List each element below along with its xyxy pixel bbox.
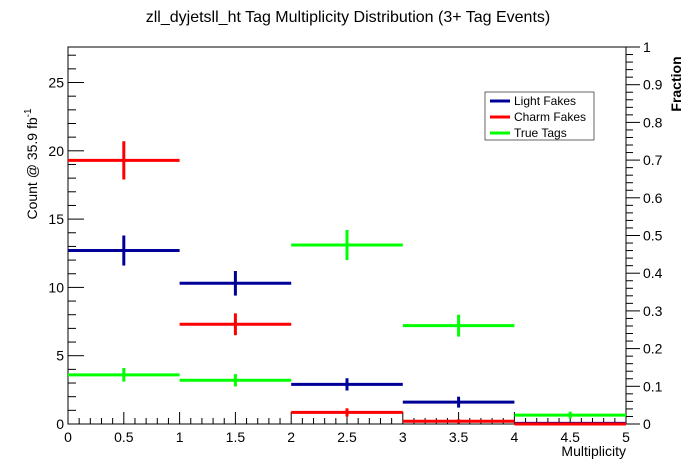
x-tick-label: 1 bbox=[176, 429, 184, 445]
legend-label-charm-fakes: Charm Fakes bbox=[514, 110, 586, 124]
legend: Light Fakes Charm Fakes True Tags bbox=[484, 91, 595, 141]
series-charm-fakes bbox=[68, 141, 626, 426]
x-tick-label: 2 bbox=[287, 429, 295, 445]
y2-axis-label: Fraction bbox=[668, 56, 684, 111]
x-tick-label: 4 bbox=[511, 429, 519, 445]
x-tick-label: 5 bbox=[622, 429, 630, 445]
y-tick-label: 20 bbox=[48, 143, 64, 159]
y-axis-label-main: Count @ 35.9 fb bbox=[24, 117, 40, 219]
x-tick-label: 0 bbox=[64, 429, 72, 445]
x-tick-label: 3.5 bbox=[449, 429, 469, 445]
y2-tick-label: 0.8 bbox=[643, 114, 663, 130]
x-tick-label: 3 bbox=[399, 429, 407, 445]
x-tick-label: 1.5 bbox=[226, 429, 246, 445]
x-tick-label: 0.5 bbox=[114, 429, 134, 445]
y-tick-label: 10 bbox=[48, 279, 64, 295]
y2-tick-label: 0.3 bbox=[643, 303, 663, 319]
legend-label-true-tags: True Tags bbox=[514, 126, 567, 140]
y-tick-label: 0 bbox=[56, 416, 64, 432]
y-tick-label: 15 bbox=[48, 211, 64, 227]
x-tick-label: 4.5 bbox=[560, 429, 580, 445]
data-series-group bbox=[68, 141, 626, 426]
y2-tick-label: 0 bbox=[643, 416, 651, 432]
y2-axis-ticks: 0 0.1 0.2 0.3 0.4 0.5 0.6 0.7 0.8 0.9 1 bbox=[626, 39, 663, 432]
y2-tick-label: 1 bbox=[643, 39, 651, 55]
y2-tick-label: 0.6 bbox=[643, 190, 663, 206]
series-light-fakes bbox=[68, 235, 626, 425]
legend-label-light-fakes: Light Fakes bbox=[514, 94, 576, 108]
y-axis-ticks: 0 5 10 15 20 25 bbox=[48, 54, 84, 432]
y2-tick-label: 0.9 bbox=[643, 77, 663, 93]
series-true-tags bbox=[68, 230, 626, 419]
x-tick-label: 2.5 bbox=[337, 429, 357, 445]
y-axis-label: Count @ 35.9 fb-1 bbox=[23, 108, 40, 220]
y2-tick-label: 0.2 bbox=[643, 341, 663, 357]
y2-tick-label: 0.4 bbox=[643, 265, 663, 281]
y2-tick-label: 0.7 bbox=[643, 152, 663, 168]
y-axis-label-superscript: -1 bbox=[23, 108, 34, 117]
x-axis-label: Multiplicity bbox=[561, 443, 626, 459]
y2-tick-label: 0.5 bbox=[643, 228, 663, 244]
y2-tick-label: 0.1 bbox=[643, 378, 663, 394]
chart-title: zll_dyjetsll_ht Tag Multiplicity Distrib… bbox=[146, 9, 550, 26]
y-tick-label: 25 bbox=[48, 75, 64, 91]
y-tick-label: 5 bbox=[56, 348, 64, 364]
x-axis-ticks: 0 0.5 1 1.5 2 2.5 3 3.5 4 4.5 5 bbox=[64, 412, 630, 445]
